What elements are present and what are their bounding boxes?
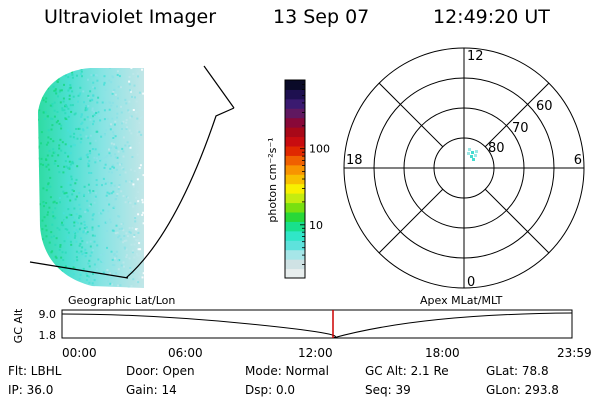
mlt-label: 12 (467, 49, 484, 64)
polar-emission-pixel (471, 151, 474, 154)
colorbar-swatch (285, 259, 305, 270)
geographic-image-panel (29, 65, 235, 288)
polar-grid (343, 47, 585, 289)
gc-alt-value: GC Alt: 2.1 Re (365, 364, 449, 378)
colorbar-swatch (285, 174, 305, 185)
polar-emission-pixel (474, 154, 477, 157)
colorbar-swatch (285, 164, 305, 175)
latitude-label: 60 (536, 99, 553, 114)
mlt-diagonal (484, 188, 550, 254)
colorbar-swatch (285, 98, 305, 109)
altitude-curve (61, 312, 573, 339)
timeline-header: Geographic Lat/Lon Apex MLat/MLT (0, 294, 600, 308)
colorbar: 100 10 photon cm⁻²s⁻¹ (266, 79, 330, 279)
colorbar-swatch (285, 193, 305, 204)
colorbar-unit-label: photon cm⁻²s⁻¹ (266, 137, 279, 222)
ip-value: IP: 36.0 (8, 383, 54, 397)
header: Ultraviolet Imager 13 Sep 07 12:49:20 UT (0, 6, 600, 34)
fov-boundary-top (203, 65, 235, 109)
timeline-ymax-label: 9.0 (39, 308, 57, 321)
colorbar-swatch (285, 240, 305, 251)
time-label: 12:49:20 UT (433, 6, 550, 28)
timeline-x-axis: 00:00 06:00 12:00 18:00 23:59 (0, 346, 600, 362)
colorbar-swatch (285, 249, 305, 260)
colorbar-tick-label: 10 (309, 219, 323, 232)
fov-boundary-bottom (29, 261, 129, 279)
polar-emission-pixel (475, 150, 478, 153)
polar-emission-pixel (467, 152, 470, 155)
colorbar-swatch (285, 268, 305, 279)
date-label: 13 Sep 07 (273, 6, 370, 28)
fov-boundary-right (125, 107, 235, 279)
colorbar-swatch (285, 230, 305, 241)
mlt-label: 0 (467, 275, 475, 290)
latitude-label: 80 (488, 141, 505, 156)
glon-value: GLon: 293.8 (486, 383, 559, 397)
mlt-diagonal (378, 188, 444, 254)
polar-emission-pixel (472, 158, 475, 161)
colorbar-swatch (285, 202, 305, 213)
colorbar-swatch (285, 221, 305, 232)
seq-value: Seq: 39 (365, 383, 411, 397)
glat-value: GLat: 78.8 (486, 364, 549, 378)
mlt-diagonal (378, 82, 444, 148)
geographic-latlon-label: Geographic Lat/Lon (68, 294, 176, 307)
instrument-title: Ultraviolet Imager (44, 6, 217, 28)
mlt-label: 6 (574, 153, 582, 168)
colorbar-swatch (285, 146, 305, 156)
colorbar-swatch (285, 155, 305, 166)
altitude-timeline: GC Alt 9.0 1.8 (12, 308, 573, 343)
polar-emission-pixel (468, 148, 471, 151)
colorbar-swatch (285, 183, 305, 194)
timeline-tick: 06:00 (168, 346, 203, 360)
timeline-ymin-label: 1.8 (39, 329, 57, 342)
colorbar-tick-label: 100 (309, 143, 330, 156)
timeline-tick: 12:00 (298, 346, 333, 360)
colorbar-swatch (285, 80, 305, 90)
latitude-label: 70 (512, 121, 529, 136)
dsp-value: Dsp: 0.0 (245, 383, 296, 397)
timeline-frame (61, 309, 573, 339)
colorbar-swatch (285, 127, 305, 138)
mode-value: Mode: Normal (245, 364, 329, 378)
colorbar-swatch (285, 136, 305, 147)
colorbar-swatch (285, 108, 305, 119)
mlt-diagonal (484, 82, 550, 148)
colorbar-swatch (285, 117, 305, 128)
colorbar-swatch (285, 212, 305, 222)
timeline-tick: 23:59 (557, 346, 592, 360)
auroral-image (38, 68, 144, 288)
mlt-label: 18 (346, 153, 363, 168)
status-info: Flt: LBHL Door: Open Mode: Normal GC Alt… (0, 362, 600, 400)
timeline-tick: 18:00 (425, 346, 460, 360)
door-value: Door: Open (126, 364, 195, 378)
filter-value: Flt: LBHL (8, 364, 62, 378)
gain-value: Gain: 14 (126, 383, 177, 397)
timeline-axis-title: GC Alt (12, 308, 25, 343)
colorbar-swatch (285, 89, 305, 100)
timeline-tick: 00:00 (62, 346, 97, 360)
polar-emission-pixel (470, 155, 473, 158)
apex-mlat-mlt-label: Apex MLat/MLT (420, 294, 503, 307)
